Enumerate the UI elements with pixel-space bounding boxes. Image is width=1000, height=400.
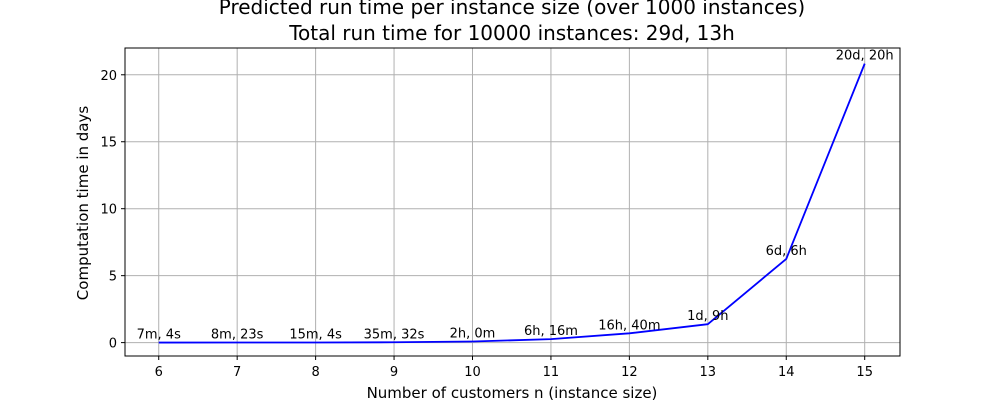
data-label: 20d, 20h [836,49,894,64]
data-label: 8m, 23s [211,328,264,343]
y-tick-label: 10 [100,203,117,218]
x-tick-label: 7 [233,365,241,380]
data-label: 2h, 0m [450,326,496,341]
chart-subtitle: Total run time for 10000 instances: 29d,… [288,21,735,45]
x-tick-label: 8 [311,365,319,380]
y-tick-label: 0 [109,337,117,352]
y-tick-label: 20 [100,69,117,84]
chart-title: Predicted run time per instance size (ov… [219,0,805,19]
x-tick-label: 10 [464,365,481,380]
x-axis-label: Number of customers n (instance size) [367,384,658,400]
x-tick-label: 14 [778,365,795,380]
data-labels: 7m, 4s 8m, 23s 15m, 4s 35m, 32s 2h, 0m 6h, 16… [137,49,894,343]
x-tick-label: 9 [390,365,398,380]
runtime-series-line [158,63,866,344]
data-label: 1d, 9h [687,309,728,324]
data-label: 6d, 6h [766,244,807,259]
x-tick-label: 12 [621,365,638,380]
data-label: 6h, 16m [524,324,578,339]
grid [125,48,900,356]
data-label: 16h, 40m [598,318,660,333]
x-tick-label: 6 [155,365,163,380]
data-label: 7m, 4s [137,328,181,343]
axes: 6 7 8 9 10 11 12 13 14 15 0 5 10 15 20 [100,47,901,380]
x-tick-label: 15 [856,365,873,380]
y-tick-label: 5 [109,270,117,285]
x-tick-label: 13 [700,365,717,380]
y-axis-label: Computation time in days [74,106,92,301]
data-label: 35m, 32s [364,327,425,342]
plot-frame [124,47,901,357]
y-tick-label: 15 [100,136,117,151]
series-layer [158,63,866,344]
data-label: 15m, 4s [289,327,342,342]
x-tick-label: 11 [543,365,560,380]
